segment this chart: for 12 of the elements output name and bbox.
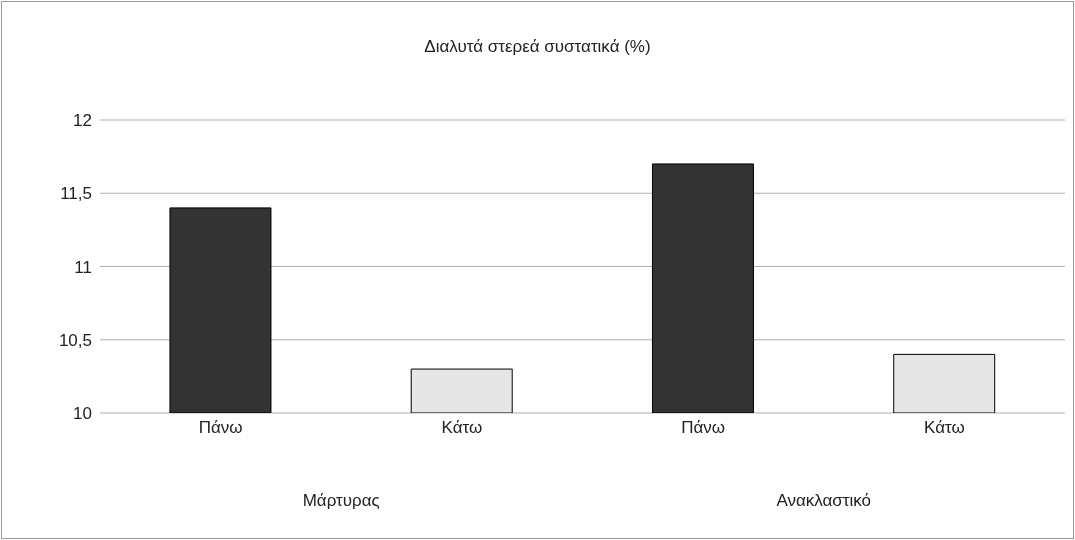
x-tick-label: Κάτω — [441, 418, 483, 438]
y-tick-label: 11 — [74, 257, 92, 277]
x-tick-label: Πάνω — [681, 418, 726, 438]
x-tick-label: Κάτω — [924, 418, 965, 438]
x-tick-label: Πάνω — [198, 418, 243, 438]
y-tick-label: 12 — [73, 111, 92, 131]
text: Μάρτυρας — [302, 491, 380, 510]
chart-title: Διαλυτά στερεά συστατικά (%) — [424, 37, 651, 56]
y-tick-label: 10,5 — [58, 330, 92, 350]
y-tick-label: 11,5 — [60, 184, 92, 204]
text: Ανακλαστικό — [776, 491, 872, 510]
y-tick-label: 10 — [73, 404, 92, 424]
